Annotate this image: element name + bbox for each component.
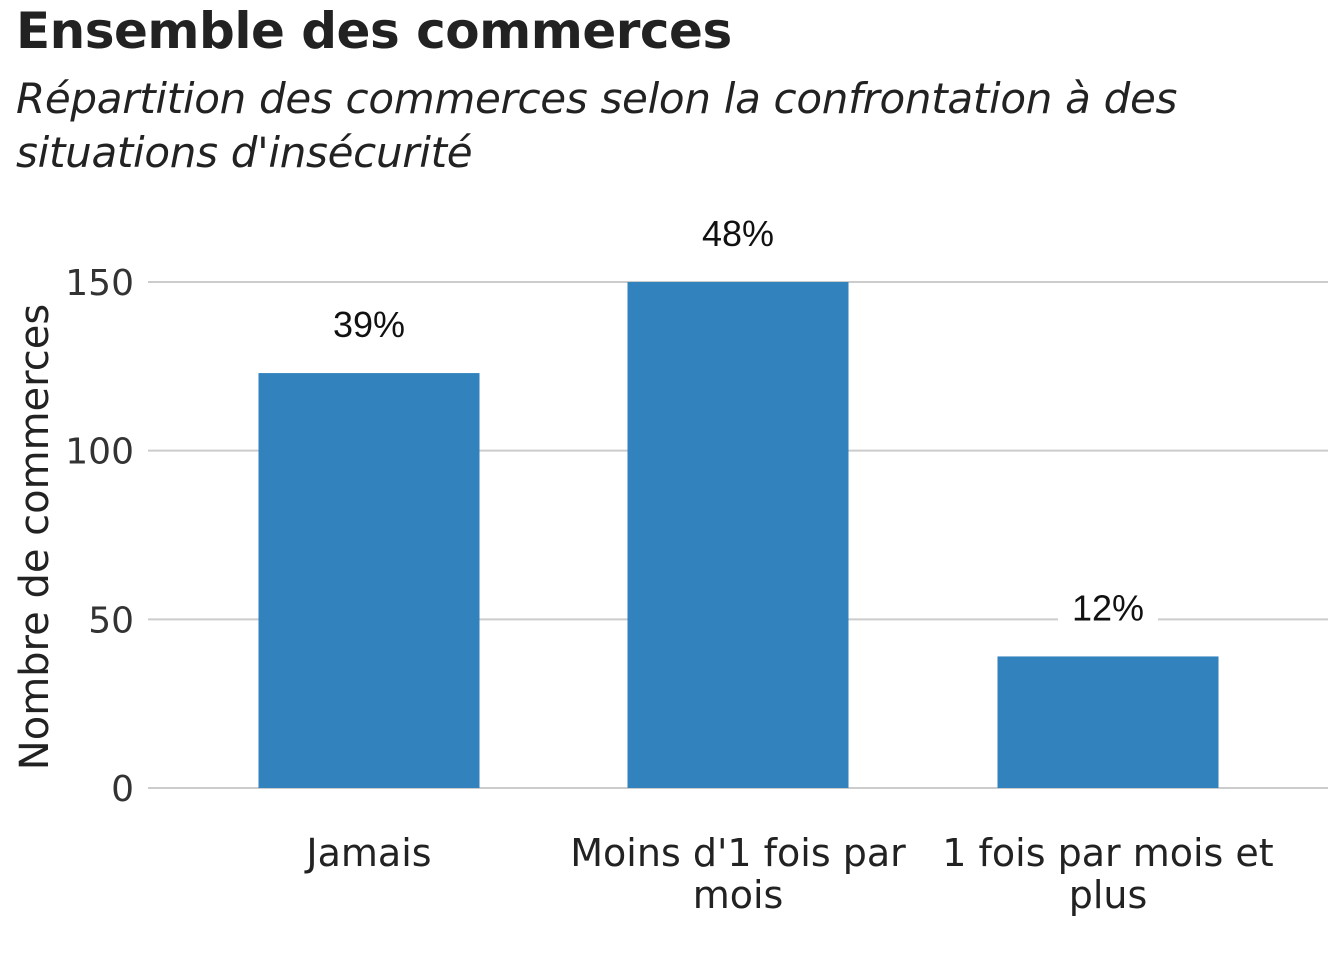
x-tick-label: 1 fois par mois et bbox=[942, 831, 1273, 875]
chart-subtitle: Répartition des commerces selon la confr… bbox=[16, 74, 1178, 177]
y-tick-label: 50 bbox=[88, 600, 134, 641]
chart-title: Ensemble des commerces bbox=[16, 2, 732, 60]
y-axis-title: Nombre de commerces bbox=[12, 304, 58, 770]
data-label-background bbox=[1058, 588, 1158, 635]
data-label: 39% bbox=[333, 304, 405, 345]
data-label: 48% bbox=[702, 213, 774, 254]
bar bbox=[627, 282, 849, 788]
x-tick-label: Jamais bbox=[304, 831, 431, 875]
x-tick-label: mois bbox=[693, 873, 784, 917]
y-tick-label: 150 bbox=[65, 263, 134, 304]
y-tick-label: 100 bbox=[65, 432, 134, 473]
data-label-background bbox=[319, 305, 419, 352]
data-label: 12% bbox=[1072, 587, 1144, 628]
y-tick-label: 0 bbox=[111, 769, 134, 810]
x-tick-label: plus bbox=[1069, 873, 1148, 917]
data-label-background bbox=[688, 214, 788, 260]
label-layer: 39% 48% 12% bbox=[319, 213, 1158, 635]
bar bbox=[258, 373, 480, 788]
bar bbox=[997, 656, 1219, 788]
x-tick-label: Moins d'1 fois par bbox=[570, 831, 906, 875]
bar-layer bbox=[258, 282, 1219, 788]
